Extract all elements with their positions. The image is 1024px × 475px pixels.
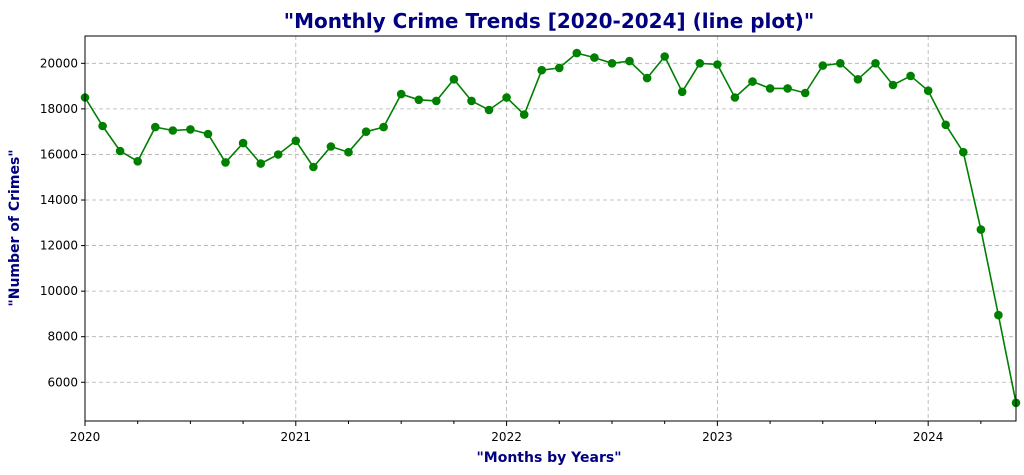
data-point — [449, 75, 459, 84]
data-point — [98, 121, 107, 131]
data-point — [923, 86, 933, 95]
data-point — [221, 158, 230, 167]
data-point — [730, 93, 740, 102]
data-point — [203, 129, 213, 139]
data-point — [467, 96, 476, 106]
y-tick-label: 6000 — [47, 375, 78, 389]
plot-frame — [84, 35, 1017, 422]
data-point — [906, 71, 915, 81]
data-point — [695, 59, 705, 68]
data-point — [660, 52, 669, 61]
data-point — [115, 146, 125, 156]
data-point — [590, 53, 599, 62]
x-axis-label: "Months by Years" — [476, 450, 621, 466]
data-point — [344, 147, 353, 157]
y-tick-label: 18000 — [40, 102, 78, 116]
y-tick-label: 8000 — [47, 330, 78, 344]
data-point — [326, 142, 336, 151]
data-point — [976, 225, 986, 234]
x-tick-label: 2023 — [702, 430, 733, 444]
data-point — [519, 110, 529, 119]
x-tick-label: 2024 — [913, 430, 944, 444]
data-point — [379, 122, 388, 132]
data-point — [800, 88, 810, 98]
x-tick-label: 2020 — [70, 430, 101, 444]
y-tick-label: 12000 — [40, 239, 78, 253]
data-point — [151, 122, 160, 132]
data-point — [642, 73, 652, 83]
data-point — [256, 159, 266, 168]
data-point — [238, 138, 248, 148]
y-tick-label: 20000 — [40, 56, 78, 70]
data-point — [502, 93, 511, 102]
data-point — [713, 60, 722, 69]
data-point — [432, 96, 441, 106]
data-point — [555, 63, 564, 73]
data-point — [168, 126, 178, 135]
data-point — [607, 59, 617, 68]
data-point — [133, 157, 142, 166]
grid-lines — [84, 36, 1016, 421]
axis-ticks: 6000 8000 10000 12000 14000 16000 18000 20000 20… — [40, 56, 982, 444]
data-point — [537, 65, 546, 75]
data-point — [572, 48, 582, 58]
data-point — [748, 77, 757, 86]
chart-title: "Monthly Crime Trends [2020-2024] (line … — [284, 9, 815, 33]
y-axis-label: "Number of Crimes" — [7, 149, 23, 306]
data-point — [959, 147, 968, 157]
data-point — [818, 61, 828, 70]
data-point — [836, 59, 845, 68]
series-layer — [80, 48, 1021, 408]
data-point — [186, 125, 195, 134]
data-point — [994, 310, 1003, 320]
x-tick-label: 2022 — [491, 430, 522, 444]
data-point — [484, 105, 494, 115]
data-point — [309, 162, 318, 172]
data-point — [853, 75, 863, 84]
data-point — [396, 89, 406, 99]
data-point — [414, 95, 424, 105]
series-line — [84, 52, 1017, 403]
data-point — [273, 150, 283, 159]
data-point — [941, 120, 950, 130]
data-point — [361, 127, 371, 136]
data-point — [291, 136, 301, 146]
data-point — [871, 59, 880, 68]
x-tick-label: 2021 — [281, 430, 312, 444]
y-tick-label: 16000 — [40, 147, 78, 161]
data-point — [625, 56, 634, 66]
data-point — [888, 80, 898, 90]
y-tick-label: 10000 — [40, 284, 78, 298]
data-point — [677, 87, 687, 97]
data-point — [783, 84, 792, 93]
y-tick-label: 14000 — [40, 193, 78, 207]
data-point — [765, 84, 775, 93]
